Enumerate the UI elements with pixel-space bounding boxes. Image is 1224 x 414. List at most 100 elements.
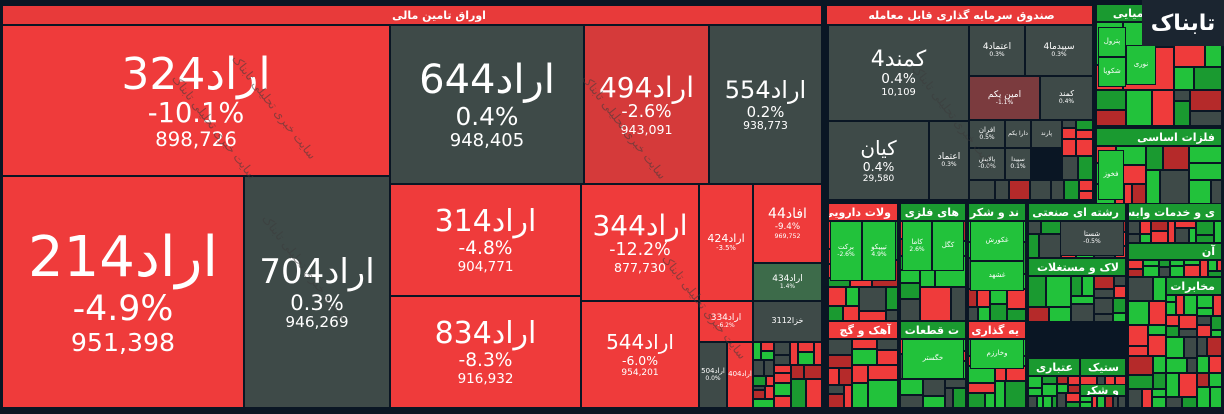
- tile: کمند4 0.4% 10,109: [828, 25, 969, 121]
- tile: [1197, 356, 1209, 373]
- tile: [1179, 315, 1197, 329]
- tile: [995, 381, 1005, 408]
- sector-title: یه گذاری: [968, 321, 1026, 339]
- tile: [1066, 402, 1080, 408]
- tile: [1068, 385, 1080, 393]
- sector-title: مخابرات: [1166, 277, 1222, 295]
- sector-title: ولات دارویی: [828, 203, 898, 221]
- tile-name: اراد494: [598, 71, 694, 105]
- tile: [1039, 234, 1061, 258]
- tile: اراد434 1.4%: [753, 263, 822, 301]
- tile: [753, 342, 761, 360]
- tile: [1057, 376, 1068, 384]
- tile: [1128, 325, 1148, 346]
- tile: اراد834 -8.3% 916,932: [390, 296, 581, 408]
- tile: [828, 394, 844, 408]
- sector-title: ند و شکر: [968, 203, 1026, 221]
- tile: [1197, 373, 1209, 387]
- tile-name: افران: [978, 125, 996, 134]
- tile-name: اراد554: [724, 75, 807, 104]
- tile-name: اراد544: [606, 330, 674, 355]
- tile: [774, 383, 791, 396]
- tile: [774, 342, 790, 355]
- tile: اراد334 -6.2%: [699, 301, 753, 342]
- tile: [761, 342, 774, 351]
- tile: [1092, 396, 1097, 408]
- tile: سپیدا 0.1%: [1005, 148, 1031, 180]
- tile: [1149, 301, 1166, 325]
- tile: شکویا: [1098, 57, 1126, 87]
- tile: اراد554 0.2% 938,773: [709, 25, 822, 184]
- tile-name: اعتماد: [937, 152, 961, 163]
- tile-name: خگستر: [922, 354, 944, 363]
- tile-change: -0.0%: [978, 163, 996, 170]
- sector-title: رشته ای صنعتی: [1028, 203, 1126, 221]
- tile: [1080, 402, 1092, 408]
- tile: [1071, 304, 1094, 322]
- tile: [1051, 180, 1064, 200]
- tile: [1196, 221, 1214, 235]
- tile: [1184, 337, 1197, 358]
- tile: [1170, 266, 1184, 277]
- tile: [968, 307, 978, 321]
- tile: [1182, 397, 1197, 408]
- tile: پالایش -0.0%: [969, 148, 1005, 180]
- tile: [920, 287, 951, 321]
- tile: [1190, 90, 1222, 111]
- tile-volume: 946,269: [285, 313, 349, 332]
- tile: [1096, 110, 1126, 126]
- tile: [791, 365, 804, 379]
- tile: [1041, 221, 1061, 234]
- tile: [1187, 358, 1197, 373]
- tile: [977, 289, 990, 307]
- tile: [1128, 221, 1140, 234]
- tile: [1153, 373, 1166, 389]
- tile: [1184, 295, 1197, 315]
- tile: [804, 365, 822, 379]
- tile: [1062, 120, 1076, 128]
- tile: [900, 283, 920, 299]
- tile-change: -2.6%: [621, 102, 672, 123]
- tile-change: 0.4%: [881, 71, 916, 88]
- tile: [1151, 221, 1168, 231]
- tile: [774, 365, 791, 373]
- sector-title: ستیک: [1080, 358, 1126, 376]
- tile: کاما 2.6%: [902, 221, 932, 271]
- tile: [764, 360, 774, 376]
- tile-volume: 898,726: [155, 128, 237, 152]
- tile: [1028, 396, 1037, 408]
- tile: [1143, 260, 1159, 266]
- tile: [1094, 276, 1114, 289]
- tile-name: افاد44: [768, 206, 807, 223]
- tile: [1094, 314, 1113, 322]
- tile: [1062, 139, 1076, 156]
- tile: [1170, 260, 1184, 266]
- tile-change: 0.4%: [1058, 98, 1075, 106]
- tile-volume: 943,091: [620, 121, 673, 137]
- tile-change: 0.2%: [746, 102, 785, 121]
- tile: [1146, 170, 1160, 204]
- tile: [968, 383, 995, 393]
- tile: [1043, 396, 1052, 408]
- tile: [1196, 235, 1214, 243]
- tile-name: اراد334: [710, 313, 742, 324]
- tile: امین یکم -1.1%: [969, 76, 1040, 120]
- tile: [1184, 260, 1200, 265]
- tile: [1142, 389, 1152, 408]
- tile-change: -4.9%: [72, 288, 174, 329]
- tile: [1152, 389, 1166, 397]
- tile: [852, 365, 868, 383]
- tile: [1140, 234, 1151, 243]
- tile-volume: 954,201: [621, 367, 659, 378]
- tile-change: -6.0%: [622, 352, 658, 368]
- tile: [1214, 221, 1222, 243]
- tile: [1166, 373, 1179, 397]
- tile-name: کاما: [911, 237, 923, 246]
- tile: شستا -0.5%: [1060, 221, 1124, 256]
- tile-name: دارا یکم: [1008, 129, 1028, 137]
- tile: [828, 385, 844, 394]
- tile: پترول: [1098, 27, 1126, 57]
- tile: [1140, 221, 1151, 234]
- tile: [1082, 276, 1094, 296]
